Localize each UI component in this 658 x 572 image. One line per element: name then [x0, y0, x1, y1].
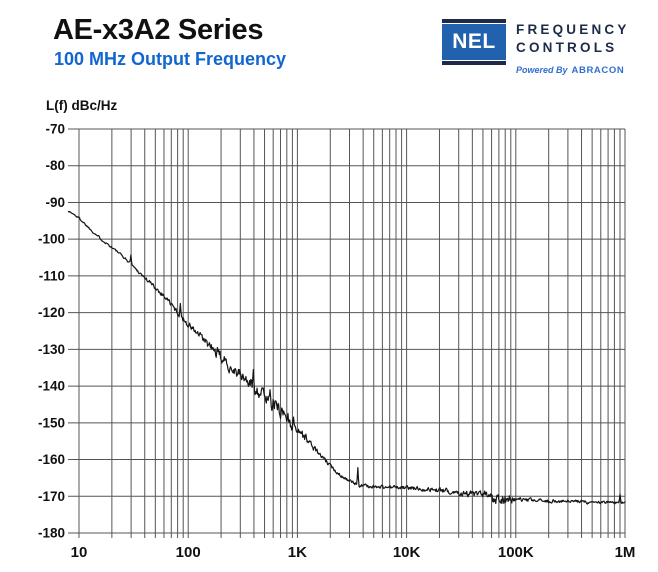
- y-tick-label: -80: [45, 158, 65, 173]
- nel-logo-bottom-bar: [442, 61, 506, 65]
- y-tick-label: -90: [45, 195, 65, 210]
- y-tick-label: -70: [45, 122, 65, 137]
- y-tick-label: -120: [38, 305, 65, 320]
- logo-controls-text: CONTROLS: [516, 40, 618, 55]
- nel-logo-box: NEL: [442, 24, 506, 60]
- nel-logo-top-bar: [442, 19, 506, 23]
- page-subtitle: 100 MHz Output Frequency: [54, 49, 287, 69]
- y-tick-label: -110: [39, 268, 65, 283]
- x-tick-label: 1M: [615, 544, 636, 561]
- nel-logo-text: NEL: [452, 30, 496, 53]
- y-tick-label: -130: [38, 342, 65, 357]
- y-tick-label: -100: [38, 232, 65, 247]
- y-tick-label: -150: [38, 415, 65, 430]
- powered-by-line: Powered By ABRACON: [516, 60, 630, 78]
- y-tick-label: -140: [38, 379, 65, 394]
- x-tick-label: 10: [71, 544, 88, 561]
- abracon-brand-text: ABRACON: [571, 65, 625, 76]
- x-tick-label: 100: [176, 544, 201, 561]
- y-tick-label: -170: [38, 489, 65, 504]
- y-tick-label: -180: [38, 526, 65, 541]
- x-tick-label: 10K: [393, 544, 421, 561]
- powered-by-text: Powered By: [516, 65, 568, 75]
- x-tick-label: 1K: [288, 544, 307, 561]
- logo-frequency-text: FREQUENCY: [516, 22, 630, 37]
- phase-noise-curve: [67, 210, 626, 505]
- nel-frequency-controls-logo: NEL FREQUENCY CONTROLS Powered By ABRACON: [442, 19, 630, 78]
- nel-logo-mark: NEL: [442, 19, 506, 65]
- y-axis-title: L(f) dBc/Hz: [46, 98, 117, 113]
- y-tick-label: -160: [38, 452, 65, 467]
- page-title: AE-x3A2 Series: [53, 14, 264, 46]
- x-tick-label: 100K: [498, 544, 534, 561]
- logo-wordmark: FREQUENCY CONTROLS Powered By ABRACON: [516, 19, 630, 78]
